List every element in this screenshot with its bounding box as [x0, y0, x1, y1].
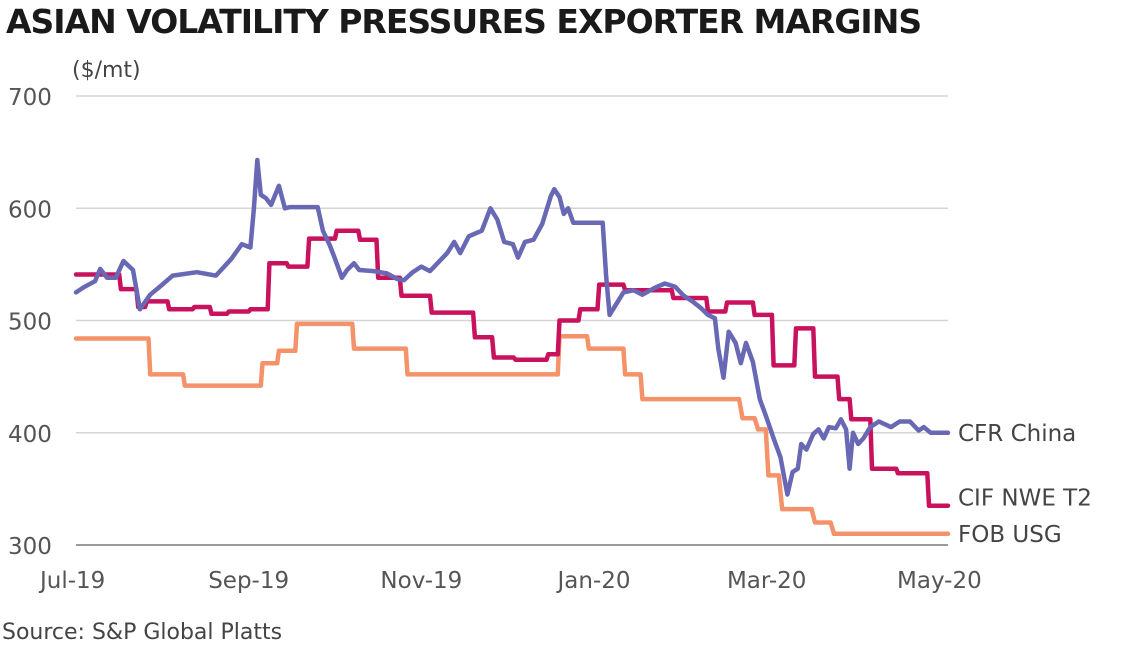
series-labels: FOB USG CIF NWE T2 CFR China: [958, 421, 1092, 548]
series-lines: [73, 157, 951, 537]
y-axis-ticks: 300 400 500 600 700: [8, 85, 52, 560]
y-tick-label: 600: [8, 197, 52, 223]
x-axis-ticks: Jul-19 Sep-19 Nov-19 Jan-20 Mar-20 May-20: [38, 568, 982, 594]
x-tick-label: Jul-19: [38, 568, 105, 594]
x-tick-label: Nov-19: [380, 568, 462, 594]
series-line-cfr-china: [73, 157, 951, 497]
series-label: CFR China: [958, 421, 1076, 447]
y-tick-label: 700: [8, 85, 52, 111]
gridlines: [76, 95, 948, 546]
series-line-cif-nwe-t2: [73, 228, 951, 508]
y-axis-unit-label: ($/mt): [72, 58, 141, 83]
y-tick-label: 400: [8, 422, 52, 448]
y-tick-label: 300: [8, 534, 52, 560]
x-tick-label: Mar-20: [727, 568, 807, 594]
source-note: Source: S&P Global Platts: [2, 620, 283, 645]
chart-title: ASIAN VOLATILITY PRESSURES EXPORTER MARG…: [6, 2, 922, 41]
x-tick-label: Sep-19: [208, 568, 289, 594]
x-tick-label: Jan-20: [556, 568, 631, 594]
y-tick-label: 500: [8, 310, 52, 336]
series-line-fob-usg: [73, 321, 951, 537]
x-tick-label: May-20: [897, 568, 982, 594]
series-label: FOB USG: [958, 522, 1062, 548]
series-label: CIF NWE T2: [958, 486, 1092, 512]
